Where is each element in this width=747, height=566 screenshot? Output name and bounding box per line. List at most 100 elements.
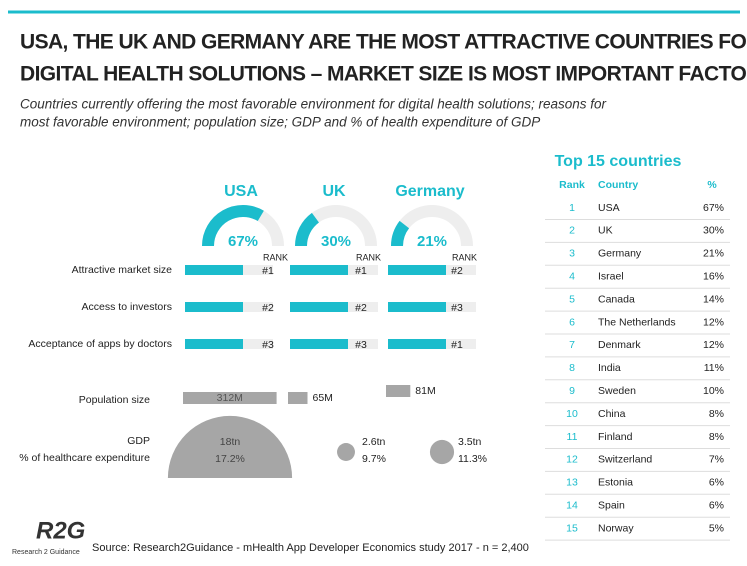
- rank-label: #3: [451, 302, 463, 314]
- gauge-fill: [202, 205, 264, 247]
- health-value: 17.2%: [215, 453, 245, 465]
- country-cell: The Netherlands: [598, 316, 676, 328]
- rank-header: RANK: [452, 252, 477, 262]
- rank-cell: 9: [569, 385, 575, 397]
- gdp-value: 3.5tn: [458, 436, 482, 448]
- rank-cell: 15: [566, 522, 578, 534]
- population-bar: [183, 392, 277, 404]
- rank-cell: 3: [569, 248, 575, 260]
- source: Source: Research2Guidance - mHealth App …: [92, 542, 529, 554]
- rank-cell: 4: [569, 270, 575, 282]
- rank-cell: 5: [569, 293, 575, 305]
- percent-cell: 7%: [709, 454, 724, 466]
- share-label: 67%: [228, 233, 258, 250]
- country-cell: Germany: [598, 248, 642, 260]
- country-cell: Estonia: [598, 477, 633, 489]
- factor-label: Access to investors: [82, 301, 172, 313]
- title-line: DIGITAL HEALTH SOLUTIONS – MARKET SIZE I…: [20, 63, 747, 86]
- rank-cell: 11: [567, 431, 578, 443]
- percent-cell: 12%: [703, 339, 724, 351]
- gdp-circle: [167, 415, 293, 478]
- rank-cell: 13: [566, 477, 578, 489]
- table-header: %: [707, 179, 717, 191]
- rank-bar: [185, 265, 243, 275]
- country-name: Germany: [395, 183, 464, 200]
- percent-cell: 14%: [703, 293, 724, 305]
- country-cell: USA: [598, 202, 620, 214]
- country-cell: Canada: [598, 293, 635, 305]
- country-name: USA: [224, 183, 258, 200]
- percent-cell: 10%: [703, 385, 724, 397]
- rank-label: #2: [262, 302, 274, 314]
- percent-cell: 21%: [703, 248, 724, 260]
- rank-bar: [388, 265, 446, 275]
- rank-cell: 8: [569, 362, 575, 374]
- rank-cell: 2: [569, 225, 575, 237]
- percent-cell: 8%: [709, 431, 724, 443]
- table-header: Rank: [559, 179, 585, 191]
- subtitle-line: most favorable environment; population s…: [20, 115, 540, 130]
- percent-cell: 67%: [703, 202, 724, 214]
- percent-cell: 11%: [704, 362, 724, 374]
- percent-cell: 6%: [709, 477, 724, 489]
- rank-cell: 12: [566, 454, 578, 466]
- table-title: Top 15 countries: [555, 153, 682, 170]
- population-bar: [386, 385, 411, 397]
- rank-label: #1: [451, 339, 463, 351]
- gdp-label: GDP: [127, 435, 150, 447]
- percent-cell: 8%: [709, 408, 724, 420]
- population-label: 65M: [313, 392, 333, 404]
- gauge-fill: [295, 212, 320, 247]
- rank-cell: 1: [569, 202, 575, 214]
- country-cell: Denmark: [598, 339, 641, 351]
- country-name: UK: [322, 183, 346, 200]
- rank-label: #2: [451, 265, 463, 277]
- share-label: 30%: [321, 233, 351, 250]
- population-label: 81M: [415, 385, 435, 397]
- rank-bar: [290, 265, 348, 275]
- population-label: Population size: [79, 394, 150, 406]
- percent-cell: 12%: [703, 316, 724, 328]
- rank-label: #1: [355, 265, 367, 277]
- country-cell: Switzerland: [598, 454, 652, 466]
- share-label: 21%: [417, 233, 447, 250]
- rank-bar: [388, 339, 446, 349]
- country-cell: Spain: [598, 499, 625, 511]
- percent-cell: 16%: [703, 270, 724, 282]
- rank-bar: [185, 302, 243, 312]
- country-cell: Norway: [598, 522, 634, 534]
- country-cell: Finland: [598, 431, 633, 443]
- percent-cell: 6%: [709, 499, 724, 511]
- rank-header: RANK: [263, 252, 288, 262]
- country-cell: Israel: [598, 270, 624, 282]
- gdp-circle: [429, 439, 455, 465]
- rank-bar: [185, 339, 243, 349]
- rank-bar: [388, 302, 446, 312]
- health-label: % of healthcare expenditure: [19, 452, 150, 464]
- health-value: 11.3%: [458, 453, 487, 465]
- rank-cell: 6: [569, 316, 575, 328]
- rank-label: #3: [355, 339, 367, 351]
- country-cell: UK: [598, 225, 613, 237]
- rank-bar: [290, 339, 348, 349]
- logo: R2G: [36, 517, 85, 544]
- population-label: 312M: [217, 392, 243, 404]
- percent-cell: 30%: [703, 225, 724, 237]
- percent-cell: 5%: [709, 522, 724, 534]
- rank-label: #1: [262, 265, 274, 277]
- country-cell: India: [598, 362, 621, 374]
- factor-label: Attractive market size: [72, 264, 173, 276]
- title-line: USA, THE UK AND GERMANY ARE THE MOST ATT…: [20, 31, 747, 54]
- gdp-circle: [337, 443, 355, 461]
- country-cell: China: [598, 408, 626, 420]
- population-bar: [288, 392, 308, 404]
- rank-header: RANK: [356, 252, 381, 262]
- gdp-value: 18tn: [220, 436, 241, 448]
- rank-label: #2: [355, 302, 367, 314]
- rank-label: #3: [262, 339, 274, 351]
- rank-cell: 14: [566, 499, 578, 511]
- rank-bar: [290, 302, 348, 312]
- table-header: Country: [598, 179, 638, 191]
- health-value: 9.7%: [362, 453, 386, 465]
- country-cell: Sweden: [598, 385, 636, 397]
